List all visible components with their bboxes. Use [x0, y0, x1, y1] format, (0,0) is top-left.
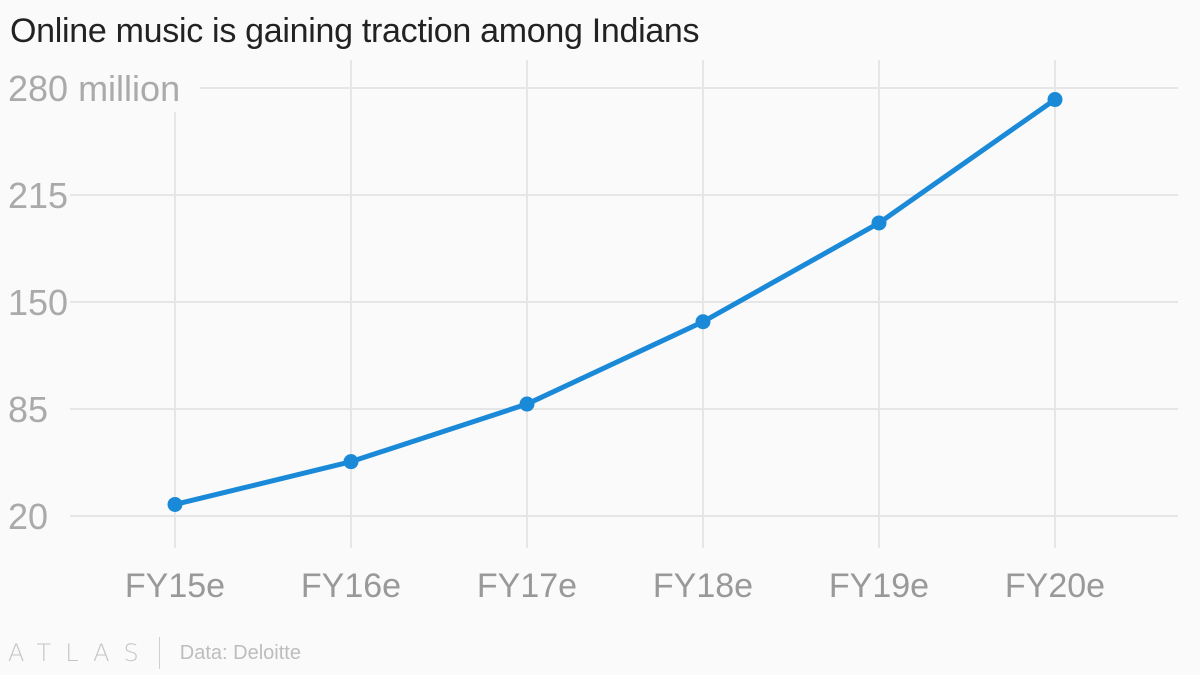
footer: ATLAS Data: Deloitte [8, 636, 301, 670]
x-tick-label: FY16e [301, 567, 401, 605]
y-tick-label: 85 [8, 389, 48, 430]
series-group [167, 92, 1063, 512]
footer-divider [158, 637, 160, 669]
data-point [695, 314, 711, 330]
y-tick-label: 150 [8, 282, 68, 323]
x-tick-label: FY19e [829, 567, 929, 605]
atlas-logo: ATLAS [8, 639, 153, 667]
grid-lines [70, 60, 1178, 548]
x-tick-label: FY20e [1005, 567, 1105, 605]
data-point [519, 396, 535, 412]
data-point [343, 454, 359, 470]
data-point [167, 496, 183, 512]
chart-title: Online music is gaining traction among I… [10, 12, 700, 50]
y-tick-label: 280 million [8, 68, 180, 109]
x-axis-ticks: FY15e FY16e FY17e FY18e FY19e FY20e [125, 567, 1105, 605]
data-point [1047, 92, 1063, 108]
y-axis-ticks: 280 million 215 150 85 20 [8, 68, 180, 537]
data-point [871, 215, 887, 231]
x-tick-label: FY18e [653, 567, 753, 605]
x-tick-label: FY15e [125, 567, 225, 605]
x-tick-label: FY17e [477, 567, 577, 605]
y-tick-label: 20 [8, 496, 48, 537]
data-source: Data: Deloitte [179, 641, 301, 664]
series-line [172, 97, 1058, 507]
y-tick-label: 215 [8, 175, 68, 216]
